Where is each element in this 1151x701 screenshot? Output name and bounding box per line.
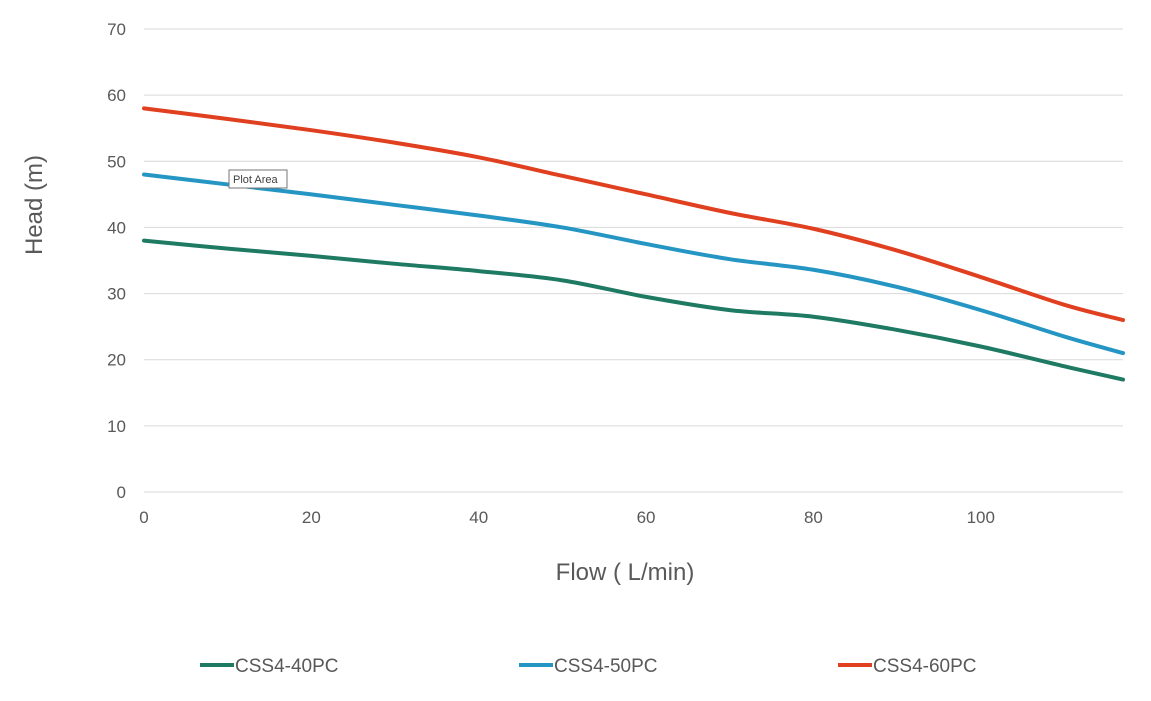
- legend-item-css4-60pc[interactable]: CSS4-60PC: [838, 656, 977, 677]
- series-line-css4-50pc[interactable]: [142, 172, 1125, 356]
- legend-label: CSS4-60PC: [873, 656, 977, 677]
- gridlines: [144, 28, 1123, 493]
- y-tick-label: 70: [107, 20, 126, 39]
- series-line-css4-60pc[interactable]: [142, 106, 1125, 323]
- series-line-css4-40pc[interactable]: [142, 238, 1125, 382]
- legend-item-css4-40pc[interactable]: CSS4-40PC: [200, 656, 339, 677]
- y-tick-label: 60: [107, 86, 126, 105]
- legend-item-css4-50pc[interactable]: CSS4-50PC: [519, 656, 658, 677]
- y-tick-label: 20: [107, 351, 126, 370]
- x-tick-label: 60: [637, 508, 656, 527]
- x-tick-label: 100: [967, 508, 995, 527]
- y-axis-tick-labels: 0 10 20 30 40 50 60 70: [107, 20, 126, 502]
- legend-label: CSS4-40PC: [235, 656, 339, 677]
- y-tick-label: 40: [107, 218, 126, 237]
- x-tick-label: 0: [139, 508, 148, 527]
- x-axis-title: Flow ( L/min): [556, 559, 695, 586]
- y-tick-label: 0: [117, 483, 126, 502]
- plot-area-background[interactable]: [144, 29, 1123, 492]
- legend-label: CSS4-50PC: [554, 656, 658, 677]
- y-tick-label: 30: [107, 285, 126, 304]
- y-axis-title: Head (m): [21, 155, 48, 255]
- y-tick-label: 50: [107, 152, 126, 171]
- x-axis-tick-labels: 0 20 40 60 80 100: [139, 508, 995, 527]
- series-lines: [142, 106, 1125, 382]
- x-tick-label: 80: [804, 508, 823, 527]
- plot-area-tooltip: Plot Area: [228, 169, 288, 189]
- plot-area[interactable]: [142, 28, 1125, 493]
- tooltip-text: Plot Area: [233, 174, 279, 186]
- y-tick-label: 10: [107, 417, 126, 436]
- legend: CSS4-40PC CSS4-50PC CSS4-60PC: [200, 656, 977, 677]
- x-tick-label: 40: [469, 508, 488, 527]
- x-tick-label: 20: [302, 508, 321, 527]
